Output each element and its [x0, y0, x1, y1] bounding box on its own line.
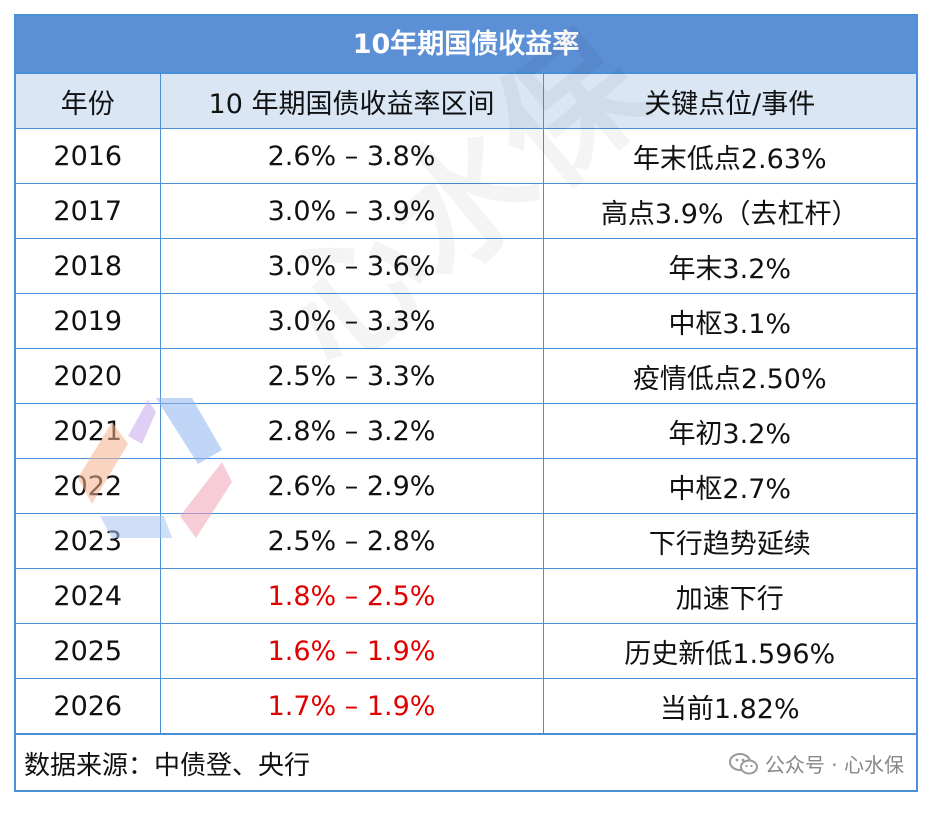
column-header-row: 年份 10 年期国债收益率区间 关键点位/事件 — [16, 74, 916, 129]
year-cell: 2020 — [16, 348, 161, 404]
event-cell: 疫情低点2.50% — [542, 348, 916, 404]
range-cell: 2.6% – 3.8% — [159, 128, 544, 184]
range-cell: 2.6% – 2.9% — [159, 458, 544, 514]
year-cell: 2024 — [16, 568, 161, 624]
event-cell: 加速下行 — [542, 568, 916, 624]
wechat-account-name: 公众号 · 心水保 — [764, 753, 904, 777]
range-cell: 2.5% – 3.3% — [159, 348, 544, 404]
year-cell: 2019 — [16, 293, 161, 349]
column-header-event: 关键点位/事件 — [542, 74, 916, 129]
event-cell: 年末3.2% — [542, 238, 916, 294]
column-header-year: 年份 — [16, 74, 161, 129]
range-cell: 1.8% – 2.5% — [159, 568, 544, 624]
range-cell: 1.7% – 1.9% — [159, 678, 544, 734]
column-header-range: 10 年期国债收益率区间 — [159, 74, 544, 129]
yield-table: 年份 10 年期国债收益率区间 关键点位/事件 2016 2.6% – 3.8% 年… — [16, 74, 916, 734]
table-row: 2025 1.6% – 1.9% 历史新低1.596% — [16, 623, 916, 679]
table-row: 2016 2.6% – 3.8% 年末低点2.63% — [16, 128, 916, 184]
data-source-note: 数据来源：中债登、央行 — [24, 751, 311, 781]
yield-table-card: 10年期国债收益率 年份 10 年期国债收益率区间 关键点位/事件 2016 2.… — [14, 14, 918, 792]
range-cell: 2.8% – 3.2% — [159, 403, 544, 459]
event-cell: 中枢3.1% — [542, 293, 916, 349]
range-cell: 3.0% – 3.9% — [159, 183, 544, 239]
year-cell: 2022 — [16, 458, 161, 514]
table-row: 2022 2.6% – 2.9% 中枢2.7% — [16, 458, 916, 514]
year-cell: 2017 — [16, 183, 161, 239]
year-cell: 2016 — [16, 128, 161, 184]
table-title: 10年期国债收益率 — [16, 16, 916, 74]
table-row: 2019 3.0% – 3.3% 中枢3.1% — [16, 293, 916, 349]
range-cell: 2.5% – 2.8% — [159, 513, 544, 569]
event-cell: 当前1.82% — [542, 678, 916, 734]
range-cell: 1.6% – 1.9% — [159, 623, 544, 679]
table-footer: 数据来源：中债登、央行 公众号 · 心水保 — [16, 734, 916, 790]
event-cell: 下行趋势延续 — [542, 513, 916, 569]
year-cell: 2026 — [16, 678, 161, 734]
wechat-icon — [728, 752, 759, 776]
table-row: 2017 3.0% – 3.9% 高点3.9%（去杠杆） — [16, 183, 916, 239]
table-row: 2020 2.5% – 3.3% 疫情低点2.50% — [16, 348, 916, 404]
wechat-account: 公众号 · 心水保 — [728, 749, 904, 778]
event-cell: 历史新低1.596% — [542, 623, 916, 679]
event-cell: 高点3.9%（去杠杆） — [542, 183, 916, 239]
year-cell: 2018 — [16, 238, 161, 294]
table-row: 2024 1.8% – 2.5% 加速下行 — [16, 568, 916, 624]
event-cell: 年初3.2% — [542, 403, 916, 459]
event-cell: 年末低点2.63% — [542, 128, 916, 184]
table-row: 2026 1.7% – 1.9% 当前1.82% — [16, 678, 916, 734]
year-cell: 2023 — [16, 513, 161, 569]
table-row: 2021 2.8% – 3.2% 年初3.2% — [16, 403, 916, 459]
range-cell: 3.0% – 3.3% — [159, 293, 544, 349]
table-row: 2023 2.5% – 2.8% 下行趋势延续 — [16, 513, 916, 569]
table-row: 2018 3.0% – 3.6% 年末3.2% — [16, 238, 916, 294]
year-cell: 2025 — [16, 623, 161, 679]
year-cell: 2021 — [16, 403, 161, 459]
range-cell: 3.0% – 3.6% — [159, 238, 544, 294]
event-cell: 中枢2.7% — [542, 458, 916, 514]
